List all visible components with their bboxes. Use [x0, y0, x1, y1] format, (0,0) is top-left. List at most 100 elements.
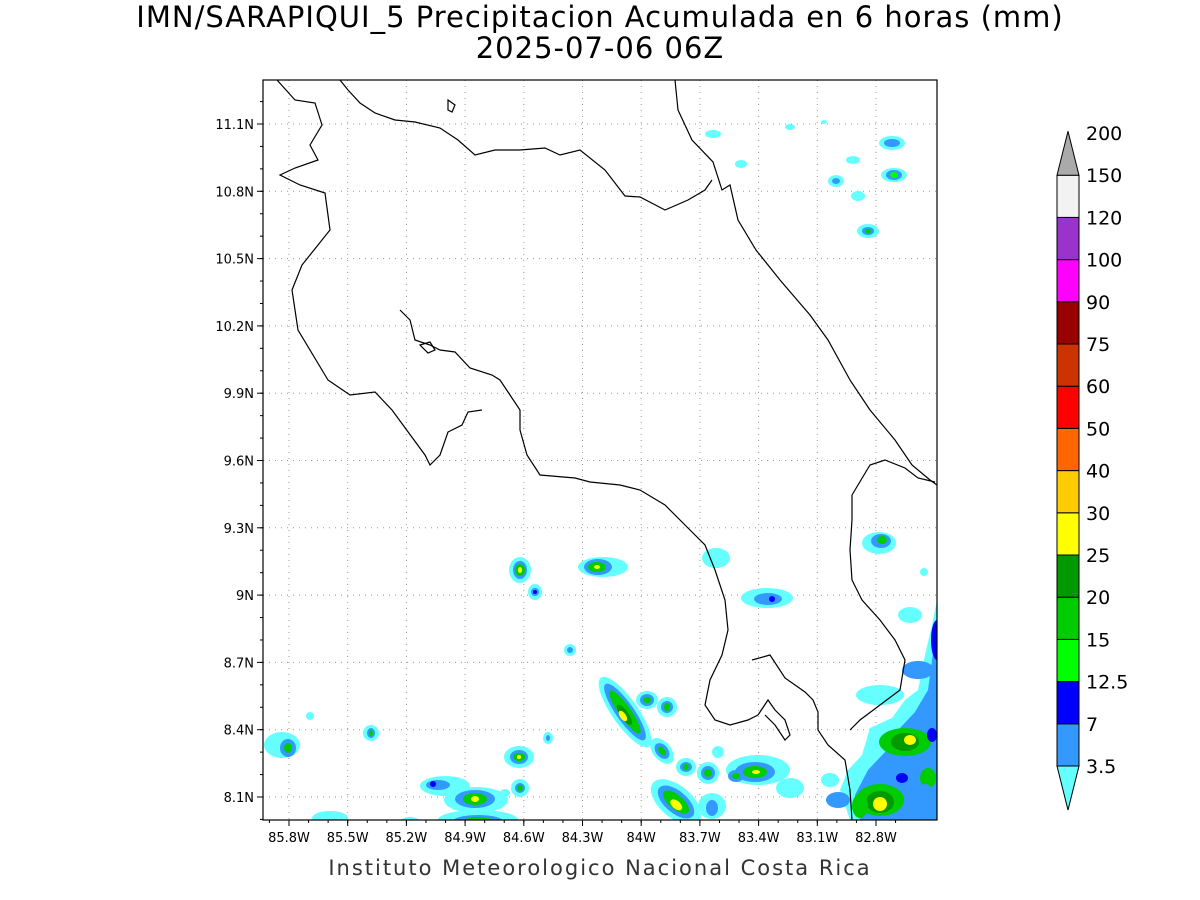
lon-tick-label: 83.1W: [796, 831, 838, 846]
lat-tick-label: 11.1N: [215, 118, 254, 133]
colorbar-label: 60: [1086, 376, 1110, 398]
coastlines: [276, 80, 937, 820]
colorbar-swatch: [1056, 512, 1080, 556]
colorbar-swatch: [1056, 470, 1080, 514]
precip-cell: [438, 810, 518, 820]
lon-tick-label: 82.8W: [855, 831, 897, 846]
colorbar-swatch: [1056, 554, 1080, 598]
precip-cell: [705, 130, 721, 138]
lat-tick-label: 9.6N: [224, 455, 254, 470]
footer-credit: Instituto Meteorologico Nacional Costa R…: [328, 856, 872, 880]
precip-cell: [712, 746, 724, 758]
precip-cell: [400, 817, 420, 820]
colorbar-swatch: [1056, 638, 1080, 683]
precip-cell: [312, 811, 348, 820]
title-line-2: 2025-07-06 06Z: [475, 31, 725, 65]
lat-tick-label: 8.4N: [224, 724, 254, 739]
precip-cell: [879, 136, 905, 150]
colorbar-low-arrow: [1056, 765, 1080, 811]
lat-tick-label: 9N: [236, 589, 254, 604]
colorbar-label: 150: [1086, 165, 1122, 187]
lon-tick-label: 83.7W: [679, 831, 721, 846]
colorbar-label: 25: [1086, 545, 1110, 567]
caribbean-coast: [674, 80, 937, 486]
precip-cell: [500, 789, 510, 797]
colorbar-swatch: [1056, 427, 1080, 472]
precip-cell: [706, 800, 718, 816]
lon-tick-label: 84W: [626, 831, 656, 846]
colorbar: 3.5 7 12.5 15 20 25 30 40 50 60 75 90 100 120 150 200: [1056, 123, 1128, 811]
lat-tick-label: 10.2N: [215, 320, 254, 335]
precip-cell: [598, 676, 652, 748]
precip-cell: [650, 779, 702, 820]
colorbar-label: 120: [1086, 207, 1122, 229]
lon-tick-label: 85.5W: [327, 831, 369, 846]
lon-tick-label: 84.6W: [503, 831, 545, 846]
precip-cell: [785, 124, 795, 130]
precip-cell: [264, 732, 300, 758]
precip-cell: [920, 568, 928, 576]
colorbar-swatch: [1056, 174, 1080, 218]
colorbar-label: 3.5: [1086, 756, 1116, 778]
colorbar-swatch: [1056, 681, 1080, 725]
colorbar-label: 15: [1086, 629, 1110, 651]
nicoya-gulf: [399, 309, 759, 726]
lat-tick-label: 8.7N: [224, 656, 254, 671]
nicaragua-coast: [276, 80, 483, 467]
lon-tick-label: 84.9W: [444, 831, 486, 846]
precip-cell: [567, 647, 573, 653]
precip-cell: [363, 725, 379, 741]
lat-axis: 8.1N 8.4N 8.7N 9N 9.3N 9.6N 9.9N 10.2N 10.5N 10.8…: [215, 101, 263, 820]
lon-tick-label: 85.8W: [268, 831, 310, 846]
precip-cell: [528, 584, 542, 600]
precip-cell: [636, 691, 658, 709]
panama-border-south: [849, 495, 906, 731]
colorbar-label: 12.5: [1086, 672, 1128, 694]
precip-cell: [657, 697, 677, 717]
colorbar-high-arrow: [1056, 131, 1080, 176]
lon-axis: 85.8W 85.5W 85.2W 84.9W 84.6W 84.3W 84W 83.7W 83…: [268, 820, 897, 846]
lake-shore: [339, 80, 713, 211]
precip-cell: [776, 778, 804, 798]
colorbar-label: 90: [1086, 292, 1110, 314]
colorbar-swatch: [1056, 343, 1080, 387]
title-line-1: IMN/SARAPIQUI_5 Precipitacion Acumulada …: [136, 0, 1064, 34]
colorbar-swatch: [1056, 301, 1080, 345]
precip-cell: [857, 224, 879, 238]
precip-cell: [306, 712, 314, 720]
lon-tick-label: 83.4W: [738, 831, 780, 846]
precip-cell: [511, 779, 529, 797]
lat-tick-label: 9.9N: [224, 387, 254, 402]
osa-peninsula: [757, 698, 791, 741]
precip-cell: [509, 557, 531, 583]
precip-cell: [881, 168, 907, 182]
precip-cell: [862, 532, 896, 554]
lat-tick-label: 10.5N: [215, 253, 254, 268]
colorbar-swatch: [1056, 723, 1080, 767]
colorbar-label: 40: [1086, 461, 1110, 483]
colorbar-swatch: [1056, 216, 1080, 261]
colorbar-label: 75: [1086, 334, 1110, 356]
golfo-dulce: [751, 654, 853, 820]
precip-cell: [697, 762, 719, 784]
precip-cell: [578, 557, 628, 577]
colorbar-label: 30: [1086, 503, 1110, 525]
lon-tick-label: 85.2W: [385, 831, 427, 846]
precip-cell: [676, 758, 696, 776]
precip-cell: [846, 156, 860, 164]
colorbar-swatch: [1056, 259, 1080, 303]
lake-island: [447, 98, 456, 113]
colorbar-label: 200: [1086, 123, 1122, 145]
precip-cell: [504, 746, 534, 768]
precip-cell: [832, 178, 840, 184]
precip-cell: [821, 120, 827, 124]
colorbar-label: 100: [1086, 250, 1122, 272]
colorbar-label: 20: [1086, 587, 1110, 609]
precip-cell: [444, 787, 508, 813]
precip-cell: [702, 548, 730, 568]
chart-title: IMN/SARAPIQUI_5 Precipitacion Acumulada …: [0, 2, 1200, 64]
colorbar-label: 50: [1086, 418, 1110, 440]
precip-cell: [741, 588, 793, 608]
precip-cell: [650, 738, 674, 764]
